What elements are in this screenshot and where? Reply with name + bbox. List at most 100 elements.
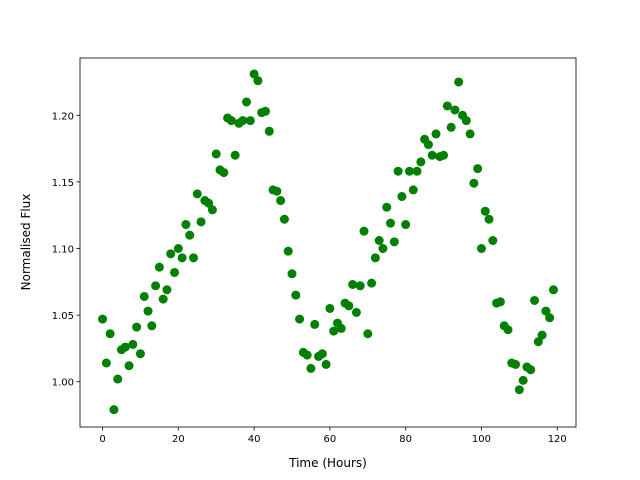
point xyxy=(416,157,426,167)
point xyxy=(393,166,403,176)
point xyxy=(382,202,392,212)
point xyxy=(446,122,456,132)
point xyxy=(139,291,149,301)
point xyxy=(495,297,505,307)
point xyxy=(98,314,108,324)
point xyxy=(245,116,255,126)
point xyxy=(185,230,195,240)
point xyxy=(344,301,354,311)
point xyxy=(450,105,460,115)
point xyxy=(518,375,528,385)
point xyxy=(533,337,543,347)
point xyxy=(336,323,346,333)
point xyxy=(173,243,183,253)
point xyxy=(162,285,172,295)
point xyxy=(143,306,153,316)
point xyxy=(105,329,115,339)
point xyxy=(158,294,168,304)
y-tick-label: 1.15 xyxy=(52,178,74,189)
point xyxy=(412,166,422,176)
y-tick-label: 1.05 xyxy=(52,311,74,322)
point xyxy=(295,314,305,324)
point xyxy=(386,218,396,228)
point xyxy=(530,295,540,305)
point xyxy=(132,322,142,332)
point xyxy=(431,129,441,139)
point xyxy=(408,185,418,195)
point xyxy=(211,149,221,159)
point xyxy=(264,126,274,136)
point xyxy=(242,97,252,107)
point xyxy=(181,220,191,230)
point xyxy=(306,363,316,373)
x-tick-label: 120 xyxy=(548,434,567,445)
point xyxy=(329,326,339,336)
point xyxy=(109,405,119,415)
point xyxy=(404,166,414,176)
point xyxy=(370,253,380,263)
point xyxy=(461,116,471,126)
point xyxy=(302,350,312,360)
point xyxy=(253,76,263,86)
y-axis-label: Normalised Flux xyxy=(19,194,33,291)
point xyxy=(355,281,365,291)
point xyxy=(397,192,407,202)
point xyxy=(291,290,301,300)
point xyxy=(287,269,297,279)
point xyxy=(480,206,490,216)
x-tick-label: 0 xyxy=(99,434,105,445)
point xyxy=(177,253,187,263)
point xyxy=(321,359,331,369)
x-axis-label: Time (Hours) xyxy=(288,456,367,470)
point xyxy=(260,106,270,116)
point xyxy=(272,186,282,196)
point xyxy=(226,116,236,126)
point xyxy=(374,236,384,246)
x-tick-label: 20 xyxy=(172,434,185,445)
plot-frame xyxy=(79,57,577,428)
point xyxy=(541,306,551,316)
point xyxy=(442,101,452,111)
point xyxy=(207,205,217,215)
point xyxy=(526,365,536,375)
point xyxy=(192,189,202,199)
x-tick-label: 80 xyxy=(399,434,412,445)
point xyxy=(359,226,369,236)
point xyxy=(113,374,123,384)
point xyxy=(514,385,524,395)
x-tick-label: 100 xyxy=(472,434,491,445)
point xyxy=(128,339,138,349)
point xyxy=(511,359,521,369)
point xyxy=(120,342,130,352)
point xyxy=(317,349,327,359)
point xyxy=(147,321,157,331)
point xyxy=(170,267,180,277)
point xyxy=(151,281,161,291)
point xyxy=(276,196,286,206)
point xyxy=(188,253,198,263)
point xyxy=(124,361,134,371)
point xyxy=(503,325,513,335)
point xyxy=(279,214,289,224)
point xyxy=(363,329,373,339)
y-tick-label: 1.00 xyxy=(52,378,74,389)
x-tick-label: 40 xyxy=(248,434,261,445)
point xyxy=(325,303,335,313)
point xyxy=(367,278,377,288)
point xyxy=(238,116,248,126)
point xyxy=(548,285,558,295)
point xyxy=(476,243,486,253)
point xyxy=(401,220,411,230)
point xyxy=(465,129,475,139)
point xyxy=(351,307,361,317)
point xyxy=(545,313,555,323)
point xyxy=(230,150,240,160)
y-tick-label: 1.10 xyxy=(52,244,74,255)
point xyxy=(439,150,449,160)
y-tick-label: 1.20 xyxy=(52,111,74,122)
point xyxy=(348,279,358,289)
point xyxy=(537,330,547,340)
point xyxy=(484,214,494,224)
point xyxy=(378,243,388,253)
